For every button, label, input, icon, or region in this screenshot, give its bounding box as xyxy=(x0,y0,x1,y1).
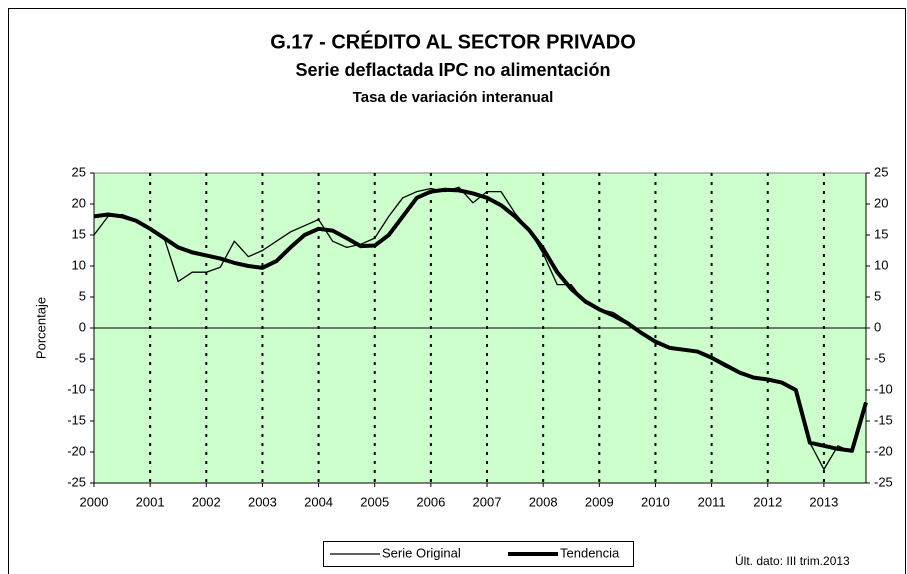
x-tick-label: 2000 xyxy=(80,494,109,509)
y2-tick-label: -25 xyxy=(874,474,893,489)
y-tick-label: -25 xyxy=(67,474,86,489)
frame xyxy=(8,8,906,574)
y2-tick-label: 15 xyxy=(874,226,888,241)
x-tick-label: 2002 xyxy=(192,494,221,509)
y-tick-label: 20 xyxy=(72,195,86,210)
y-axis-label: Porcentaje xyxy=(33,297,48,359)
y-tick-label: 5 xyxy=(79,288,86,303)
chart-subtitle: Tasa de variación interanual xyxy=(353,89,554,106)
annotation: Últ. dato: III trim.2013 xyxy=(735,553,850,568)
y2-tick-label: -5 xyxy=(874,350,886,365)
x-tick-label: 2010 xyxy=(641,494,670,509)
x-tick-label: 2013 xyxy=(809,494,838,509)
y2-tick-label: -10 xyxy=(874,381,893,396)
y2-tick-label: -20 xyxy=(874,443,893,458)
y-tick-label: 15 xyxy=(72,226,86,241)
y2-tick-label: 10 xyxy=(874,257,888,272)
y-tick-label: 25 xyxy=(72,164,86,179)
x-tick-label: 2005 xyxy=(360,494,389,509)
y2-tick-label: 25 xyxy=(874,164,888,179)
y-tick-label: -20 xyxy=(67,443,86,458)
x-tick-label: 2012 xyxy=(753,494,782,509)
y-tick-label: 0 xyxy=(79,319,86,334)
x-tick-label: 2006 xyxy=(416,494,445,509)
y-tick-label: 10 xyxy=(72,257,86,272)
y2-tick-label: 20 xyxy=(874,195,888,210)
y2-tick-label: 5 xyxy=(874,288,881,303)
x-tick-label: 2004 xyxy=(304,494,333,509)
chart-title: G.17 - CRÉDITO AL SECTOR PRIVADO xyxy=(270,30,636,53)
x-tick-label: 2003 xyxy=(248,494,277,509)
legend-label: Serie Original xyxy=(382,545,461,560)
x-tick-label: 2007 xyxy=(473,494,502,509)
y-tick-label: -15 xyxy=(67,412,86,427)
x-tick-label: 2001 xyxy=(136,494,165,509)
y2-tick-label: 0 xyxy=(874,319,881,334)
y-tick-label: -5 xyxy=(74,350,86,365)
y2-tick-label: -15 xyxy=(874,412,893,427)
x-tick-label: 2009 xyxy=(585,494,614,509)
x-tick-label: 2011 xyxy=(698,494,726,509)
line-series xyxy=(93,187,868,453)
legend-label: Tendencia xyxy=(560,545,620,560)
chart-subtitle: Serie deflactada IPC no alimentación xyxy=(295,60,610,80)
x-tick-label: 2008 xyxy=(529,494,558,509)
y-tick-label: -10 xyxy=(67,381,86,396)
